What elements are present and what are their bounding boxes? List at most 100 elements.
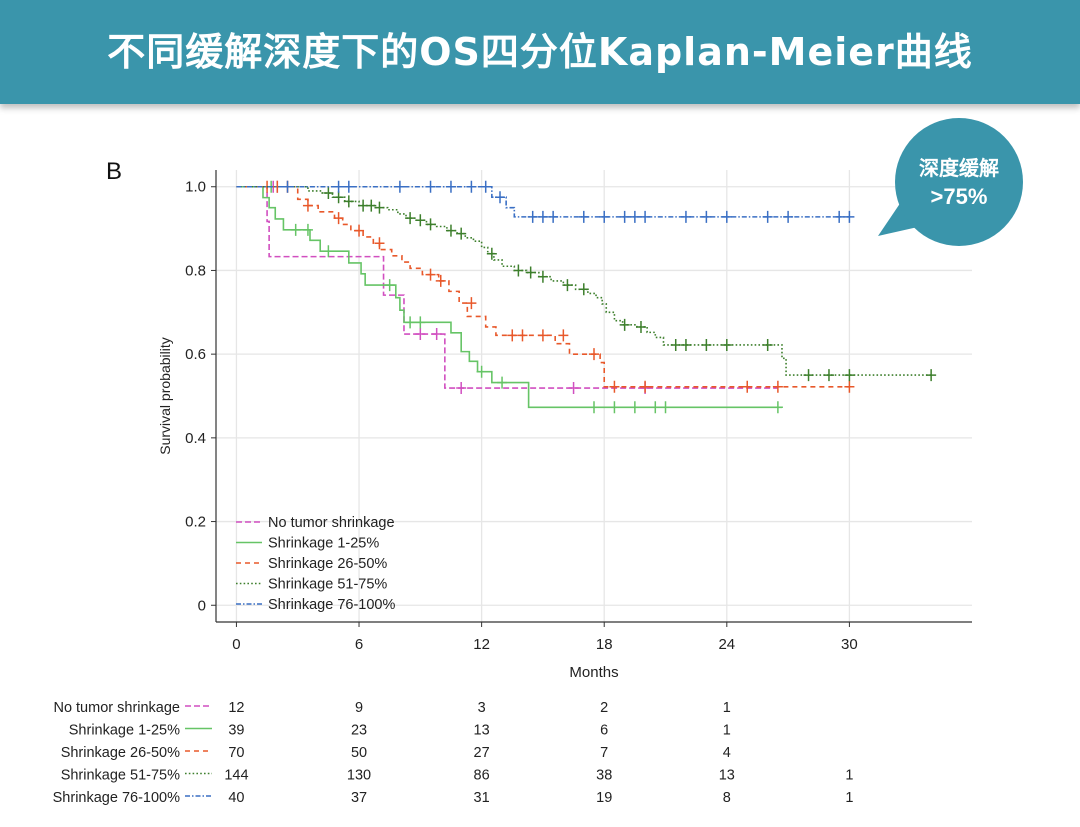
- censor-mark: [629, 401, 640, 414]
- km-curve-series-5: [236, 185, 850, 218]
- risk-count: 38: [596, 768, 612, 784]
- censor-mark: [640, 210, 651, 223]
- censor-mark: [650, 401, 661, 414]
- censor-mark: [589, 348, 599, 361]
- km-curve-series-2: [236, 185, 782, 409]
- risk-count: 39: [228, 723, 244, 739]
- risk-count: 1: [845, 768, 853, 784]
- censor-mark: [537, 270, 548, 283]
- censor-mark: [844, 380, 855, 393]
- legend-label: Shrinkage 1-25%: [268, 536, 379, 552]
- censor-mark: [302, 223, 313, 236]
- censor-mark: [445, 180, 456, 193]
- risk-count: 13: [474, 723, 490, 739]
- y-tick-label: 0: [198, 597, 206, 614]
- censor-mark: [629, 210, 640, 223]
- risk-count: 2: [600, 700, 608, 716]
- censor-mark: [680, 210, 691, 223]
- censor-mark: [415, 214, 426, 227]
- censor-mark: [721, 210, 732, 223]
- censor-mark: [323, 245, 334, 258]
- censor-mark: [431, 328, 442, 341]
- censor-mark: [323, 187, 334, 200]
- censor-mark: [366, 199, 377, 212]
- censor-mark: [354, 224, 365, 237]
- risk-count: 7: [600, 745, 608, 761]
- censor-mark: [290, 223, 301, 236]
- risk-count: 8: [723, 790, 731, 806]
- y-tick-label: 0.2: [185, 514, 206, 531]
- x-tick-label: 24: [718, 636, 735, 653]
- risk-count: 9: [355, 700, 363, 716]
- censor-mark: [343, 180, 354, 193]
- censor-mark: [578, 283, 589, 296]
- censor-mark: [844, 369, 855, 382]
- y-tick-label: 1.0: [185, 179, 206, 196]
- risk-count: 13: [719, 768, 735, 784]
- y-tick-label: 0.6: [185, 346, 206, 363]
- censor-mark: [425, 180, 436, 193]
- risk-count: 40: [228, 790, 244, 806]
- censor-mark: [415, 328, 426, 341]
- risk-table-row-label: Shrinkage 51-75%: [61, 768, 180, 784]
- censor-mark: [507, 329, 518, 342]
- risk-count: 50: [351, 745, 367, 761]
- risk-table-row-label: Shrinkage 1-25%: [69, 723, 180, 739]
- censor-mark: [762, 210, 773, 223]
- banner-title: 不同缓解深度下的OS四分位Kaplan-Meier曲线: [107, 30, 973, 74]
- censor-mark: [445, 224, 456, 237]
- y-axis-label: Survival probability: [157, 337, 173, 455]
- censor-mark: [803, 369, 814, 382]
- risk-count: 1: [723, 700, 731, 716]
- y-tick-label: 0.8: [185, 262, 206, 279]
- censor-mark: [701, 210, 712, 223]
- censor-mark: [783, 210, 794, 223]
- panel-label: B: [106, 158, 123, 185]
- x-tick-label: 18: [596, 636, 613, 653]
- censor-mark: [513, 264, 524, 277]
- x-axis-label: Months: [569, 664, 618, 681]
- censor-mark: [660, 401, 671, 414]
- censor-mark: [486, 247, 497, 260]
- censor-mark: [525, 266, 536, 279]
- km-curve-series-4: [236, 185, 932, 376]
- risk-count: 1: [723, 723, 731, 739]
- censor-mark: [635, 320, 646, 333]
- risk-table-row-label: Shrinkage 76-100%: [53, 790, 180, 806]
- censor-mark: [405, 212, 416, 225]
- censor-mark: [619, 318, 630, 331]
- risk-count: 130: [347, 768, 371, 784]
- censor-mark: [599, 210, 610, 223]
- censor-mark: [721, 338, 732, 351]
- censor-mark: [456, 227, 467, 240]
- risk-table-row-label: Shrinkage 26-50%: [61, 745, 180, 761]
- censor-mark: [578, 210, 589, 223]
- censor-mark: [425, 268, 436, 281]
- censor-mark: [609, 380, 620, 393]
- censor-mark: [333, 212, 344, 225]
- risk-count: 86: [474, 768, 490, 784]
- risk-count: 27: [474, 745, 490, 761]
- km-curve-series-3: [236, 185, 850, 388]
- legend-label: Shrinkage 51-75%: [268, 577, 387, 593]
- censor-mark: [619, 210, 630, 223]
- callout-bubble: 深度缓解 >75%: [895, 118, 1023, 246]
- risk-count: 70: [228, 745, 244, 761]
- censor-mark: [609, 401, 620, 414]
- legend-label: Shrinkage 26-50%: [268, 556, 387, 572]
- censor-mark: [384, 279, 395, 292]
- censor-mark: [476, 365, 487, 378]
- censor-mark: [548, 210, 559, 223]
- censor-mark: [456, 382, 467, 395]
- km-curve-series-1: [236, 185, 778, 389]
- title-banner: 不同缓解深度下的OS四分位Kaplan-Meier曲线: [0, 0, 1080, 104]
- censor-mark: [701, 338, 712, 351]
- risk-count: 6: [600, 723, 608, 739]
- censor-mark: [568, 382, 579, 395]
- censor-mark: [640, 380, 651, 393]
- censor-mark: [466, 180, 477, 193]
- censor-mark: [589, 401, 599, 414]
- censor-mark: [394, 180, 405, 193]
- censor-mark: [435, 274, 446, 287]
